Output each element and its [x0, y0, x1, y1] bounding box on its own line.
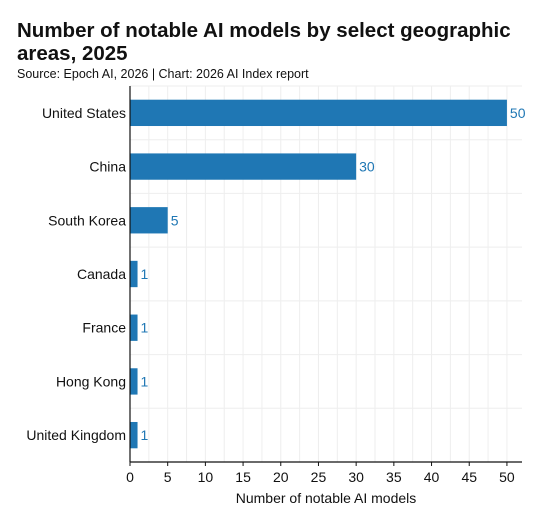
x-axis-title: Number of notable AI models: [236, 490, 417, 506]
value-label: 30: [359, 159, 375, 175]
bar-canada: [130, 260, 138, 288]
category-label: Hong Kong: [56, 373, 126, 389]
chart-subtitle: Source: Epoch AI, 2026 | Chart: 2026 AI …: [17, 67, 309, 81]
x-tick-label: 45: [461, 469, 477, 485]
bar-south-korea: [130, 207, 168, 234]
bar-united-states: [130, 99, 507, 127]
category-label: United States: [42, 105, 126, 121]
value-label: 1: [141, 427, 149, 443]
category-label: South Korea: [48, 212, 126, 228]
bar-france: [130, 314, 138, 341]
x-tick-label: 15: [235, 469, 251, 485]
x-tick-label: 50: [499, 469, 515, 485]
category-label: United Kingdom: [26, 427, 126, 443]
value-label: 5: [171, 212, 179, 228]
value-label: 1: [141, 266, 149, 282]
axes: [129, 86, 522, 463]
x-tick-label: 10: [198, 469, 214, 485]
category-label: Canada: [77, 266, 126, 282]
x-tick-label: 35: [386, 469, 402, 485]
value-label: 1: [141, 320, 149, 336]
value-label: 50: [510, 105, 526, 121]
x-tick-label: 25: [311, 469, 327, 485]
x-tick-label: 40: [424, 469, 440, 485]
category-label: China: [89, 159, 126, 175]
bar-united-kingdom: [130, 421, 138, 449]
x-tick-label: 20: [273, 469, 289, 485]
bars: [130, 99, 507, 449]
x-tick-label: 30: [348, 469, 364, 485]
x-tick-label: 5: [164, 469, 172, 485]
x-tick-label: 0: [126, 469, 134, 485]
bar-hong-kong: [130, 368, 138, 395]
bar-china: [130, 153, 357, 180]
chart-title: Number of notable AI models by select ge…: [17, 19, 511, 65]
category-label: France: [82, 320, 126, 336]
value-label: 1: [141, 373, 149, 389]
grid-lines: [130, 85, 522, 463]
